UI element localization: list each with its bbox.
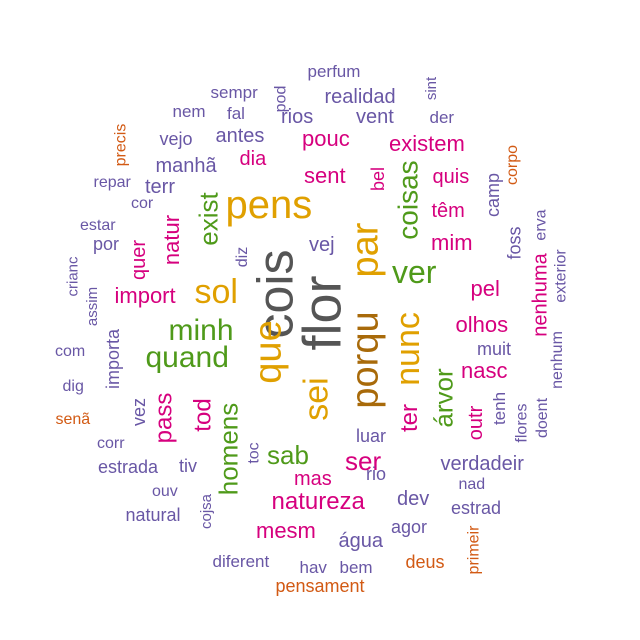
word-75: nenhum: [548, 331, 566, 389]
word-89: ouv: [152, 483, 178, 500]
word-64: por: [93, 234, 120, 254]
word-7: nunc: [388, 312, 427, 386]
word-77: tenh: [489, 391, 509, 425]
word-17: natureza: [271, 488, 365, 515]
word-34: têm: [431, 200, 465, 222]
word-59: repar: [93, 174, 131, 191]
word-23: pouc: [302, 126, 350, 151]
word-67: foss: [504, 226, 525, 260]
word-41: deus: [405, 552, 445, 572]
word-91: estrad: [451, 498, 502, 518]
word-65: diz: [234, 246, 252, 268]
word-35: mas: [294, 468, 332, 490]
word-66: vej: [309, 234, 335, 256]
word-73: com: [55, 343, 86, 360]
word-60: terr: [145, 176, 175, 198]
word-24: existem: [389, 131, 465, 156]
word-62: camp: [483, 172, 504, 218]
word-51: nem: [172, 101, 206, 121]
word-18: ser: [345, 446, 382, 476]
word-11: quand: [145, 341, 229, 374]
word-9: ver: [392, 254, 437, 290]
word-87: verdadeir: [440, 453, 524, 475]
word-43: senã: [55, 411, 91, 428]
word-25: mim: [431, 230, 473, 255]
word-6: sei: [297, 377, 336, 421]
word-20: tod: [189, 398, 217, 432]
word-70: assim: [83, 286, 101, 326]
word-39: bel: [368, 166, 389, 192]
word-26: pel: [470, 276, 500, 301]
word-88: nad: [458, 476, 486, 493]
word-57: antes: [215, 125, 265, 147]
word-5: que: [247, 320, 290, 384]
word-33: quis: [432, 166, 470, 188]
word-15: homens: [212, 402, 243, 496]
word-82: corr: [97, 435, 125, 452]
word-45: corpo: [504, 144, 522, 186]
word-96: diferent: [212, 551, 270, 571]
word-93: cojsa: [197, 493, 215, 529]
word-95: água: [338, 530, 384, 552]
word-54: vent: [356, 106, 394, 128]
word-27: olhos: [455, 312, 509, 337]
word-63: estar: [80, 217, 116, 234]
word-80: doent: [534, 397, 552, 439]
word-8: sol: [194, 273, 238, 311]
word-3: par: [343, 222, 386, 278]
word-97: hav: [299, 557, 327, 577]
word-69: crianc: [64, 255, 82, 297]
word-47: sempr: [210, 82, 258, 102]
word-4: pens: [225, 183, 313, 227]
word-58: manhã: [155, 155, 217, 177]
word-49: sint: [422, 76, 440, 100]
word-81: luar: [356, 426, 387, 446]
word-55: der: [429, 107, 455, 127]
word-46: perfum: [307, 61, 361, 81]
word-50: realidad: [324, 86, 396, 108]
word-21: pass: [149, 392, 177, 444]
word-52: fal: [227, 103, 245, 123]
word-37: nenhuma: [529, 253, 552, 337]
word-30: natur: [159, 214, 185, 266]
word-40: primeir: [464, 525, 482, 575]
word-22: sent: [304, 163, 346, 188]
word-38: outr: [465, 405, 488, 441]
word-36: mesm: [256, 518, 316, 543]
word-74: muit: [477, 339, 512, 359]
word-10: minh: [168, 314, 234, 347]
word-12: coisas: [392, 160, 424, 240]
word-19: ter: [396, 403, 424, 433]
word-14: exist: [193, 192, 224, 246]
word-71: exterior: [552, 249, 570, 303]
word-94: agor: [391, 517, 428, 537]
word-13: árvor: [428, 368, 459, 428]
word-29: import: [114, 283, 176, 308]
word-83: toc: [245, 442, 263, 464]
word-42: pensament: [275, 576, 365, 596]
word-90: dev: [397, 488, 430, 510]
word-72: importa: [103, 328, 124, 390]
word-31: quer: [128, 239, 151, 281]
word-85: tiv: [179, 456, 197, 476]
word-53: rios: [281, 106, 314, 128]
word-98: bem: [339, 557, 373, 577]
word-56: vejo: [159, 129, 193, 149]
word-79: flores: [513, 403, 531, 443]
word-32: dia: [239, 148, 267, 170]
word-86: rio: [366, 464, 387, 484]
word-28: nasc: [461, 358, 508, 383]
word-2: porqu: [344, 311, 387, 409]
word-84: estrada: [98, 457, 159, 477]
word-92: natural: [125, 505, 181, 525]
word-44: precis: [111, 123, 129, 167]
word-16: sab: [267, 440, 309, 470]
word-76: dig: [62, 378, 84, 395]
word-78: vez: [129, 397, 150, 427]
word-61: cor: [131, 195, 154, 212]
word-68: erva: [532, 209, 550, 241]
